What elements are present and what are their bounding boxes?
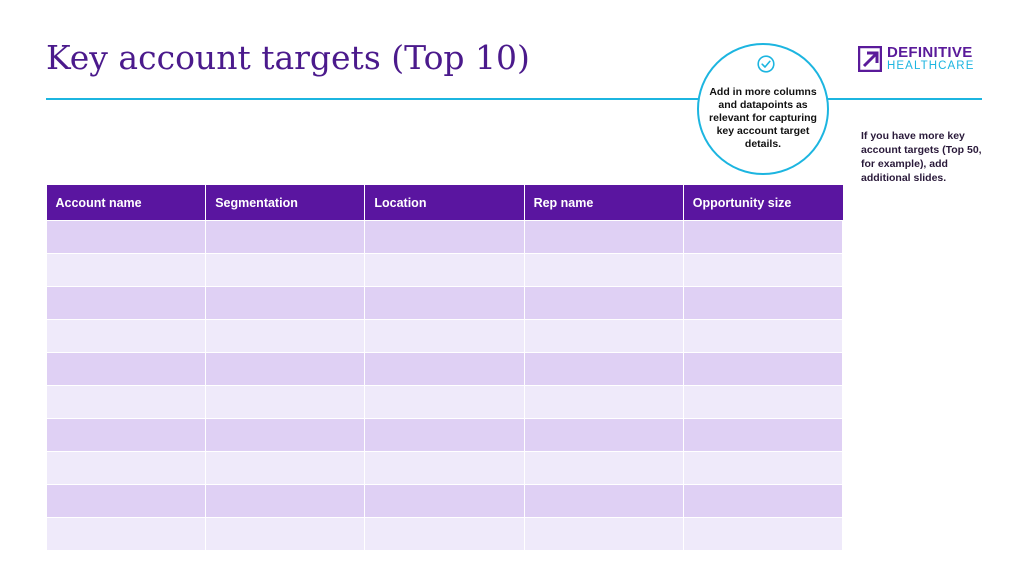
- side-note: If you have more key account targets (To…: [861, 130, 982, 184]
- table-cell[interactable]: [682, 220, 844, 254]
- table-row: [45, 451, 844, 485]
- table-row: [45, 253, 844, 287]
- table-cell[interactable]: [682, 484, 844, 518]
- table-cell[interactable]: [45, 418, 207, 452]
- logo-wordmark-top: DEFINITIVE: [887, 44, 973, 61]
- table-cell[interactable]: [205, 451, 366, 485]
- table-cell[interactable]: [205, 418, 366, 452]
- table-cell[interactable]: [364, 484, 525, 518]
- table-cell[interactable]: [682, 385, 844, 419]
- table-cell[interactable]: [364, 451, 525, 485]
- logo-wordmark-bottom: HEALTHCARE: [887, 60, 975, 72]
- table-cell[interactable]: [682, 352, 844, 386]
- table-row: [45, 319, 844, 353]
- table-cell[interactable]: [523, 418, 684, 452]
- table-cell[interactable]: [45, 451, 207, 485]
- table-cell[interactable]: [364, 286, 525, 320]
- table-cell[interactable]: [45, 253, 207, 287]
- table-cell[interactable]: [205, 352, 366, 386]
- title-divider: [46, 98, 982, 100]
- table-cell[interactable]: [205, 319, 366, 353]
- table-cell[interactable]: [364, 385, 525, 419]
- column-header-account-name: Account name: [46, 185, 207, 221]
- column-header-opportunity-size: Opportunity size: [683, 185, 843, 221]
- table-cell[interactable]: [682, 319, 844, 353]
- logo-arrow-icon: [858, 46, 882, 72]
- table-row: [45, 220, 844, 254]
- table-cell[interactable]: [205, 286, 366, 320]
- table-row: [45, 484, 844, 518]
- company-logo: DEFINITIVE HEALTHCARE: [858, 45, 974, 73]
- table-cell[interactable]: [45, 319, 207, 353]
- table-cell[interactable]: [523, 220, 684, 254]
- table-cell[interactable]: [45, 484, 207, 518]
- table-cell[interactable]: [523, 451, 684, 485]
- table-cell[interactable]: [364, 418, 525, 452]
- callout-text: Add in more columns and datapoints as re…: [709, 86, 817, 150]
- check-circle-icon: [757, 55, 775, 73]
- table-cell[interactable]: [364, 220, 525, 254]
- table-cell[interactable]: [682, 418, 844, 452]
- table-row: [45, 517, 844, 551]
- table-cell[interactable]: [523, 286, 684, 320]
- table-cell[interactable]: [682, 253, 844, 287]
- table-cell[interactable]: [205, 484, 366, 518]
- table-cell[interactable]: [682, 517, 844, 551]
- table-row: [45, 352, 844, 386]
- slide-title: Key account targets (Top 10): [46, 38, 530, 77]
- table-cell[interactable]: [205, 220, 366, 254]
- table-cell[interactable]: [523, 517, 684, 551]
- table-cell[interactable]: [45, 220, 207, 254]
- column-header-location: Location: [364, 185, 525, 221]
- callout-circle: Add in more columns and datapoints as re…: [697, 43, 829, 175]
- key-accounts-table: Account name Segmentation Location Rep n…: [45, 185, 844, 551]
- table-cell[interactable]: [523, 253, 684, 287]
- column-header-segmentation: Segmentation: [205, 185, 366, 221]
- table-cell[interactable]: [205, 517, 366, 551]
- table-row: [45, 385, 844, 419]
- table-cell[interactable]: [364, 253, 525, 287]
- table-cell[interactable]: [45, 286, 207, 320]
- table-row: [45, 286, 844, 320]
- table-cell[interactable]: [364, 517, 525, 551]
- table-cell[interactable]: [205, 253, 366, 287]
- column-header-rep-name: Rep name: [524, 185, 684, 221]
- table-cell[interactable]: [364, 319, 525, 353]
- table-cell[interactable]: [364, 352, 525, 386]
- table-cell[interactable]: [682, 451, 844, 485]
- table-cell[interactable]: [523, 484, 684, 518]
- table-cell[interactable]: [523, 385, 684, 419]
- table-cell[interactable]: [682, 286, 844, 320]
- table-cell[interactable]: [523, 352, 684, 386]
- table-header-row: Account name Segmentation Location Rep n…: [46, 185, 843, 221]
- table-cell[interactable]: [205, 385, 366, 419]
- table-row: [45, 418, 844, 452]
- table-cell[interactable]: [45, 352, 207, 386]
- table-cell[interactable]: [45, 517, 207, 551]
- table-cell[interactable]: [45, 385, 207, 419]
- table-cell[interactable]: [523, 319, 684, 353]
